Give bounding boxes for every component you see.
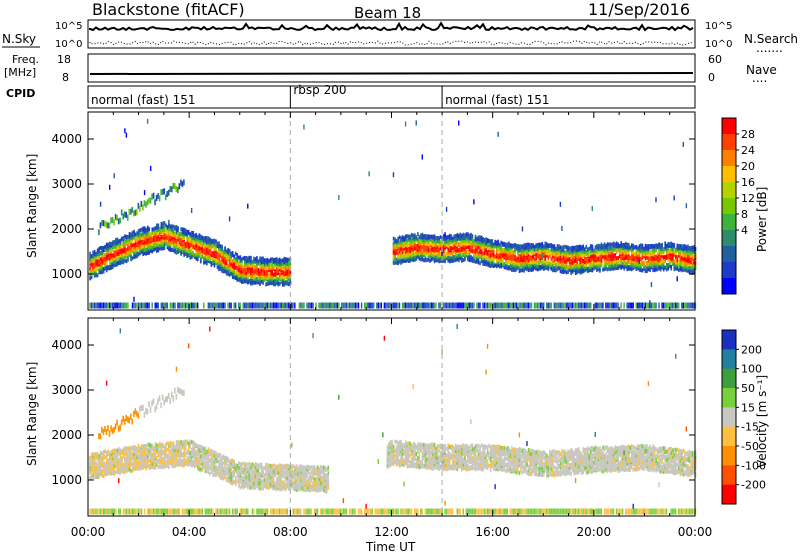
noise-top-tick: 10^5 [55, 21, 82, 32]
svg-text:....: .... [752, 71, 767, 85]
colorbar-tick-label: 50 [741, 382, 755, 395]
y-tick-label: 3000 [51, 383, 82, 397]
nave-bottom-tick: 0 [708, 71, 715, 84]
y-tick-label: 4000 [51, 338, 82, 352]
x-tick-label: 00:00 [71, 525, 106, 539]
colorbar-swatch [722, 330, 736, 350]
cpid-panel: normal (fast) 151 rbsp 200 normal (fast) 1… [87, 83, 696, 109]
colorbar-tick-label: 8 [741, 208, 748, 221]
colorbar-swatch [722, 278, 736, 295]
nsky-label: N.Sky [2, 32, 36, 46]
x-tick-label: 20:00 [577, 525, 612, 539]
colorbar-tick-label: -200 [741, 479, 766, 492]
colorbar-swatch [722, 407, 736, 428]
colorbar-tick-label: 200 [741, 343, 762, 356]
x-axis-label: Time UT [365, 540, 416, 554]
colorbar-swatch [722, 465, 736, 486]
y-tick-label: 4000 [51, 132, 82, 146]
colorbar-swatch [722, 426, 736, 447]
nsearch-label: N.Search [744, 32, 798, 46]
station-title: Blackstone (fitACF) [92, 0, 245, 19]
x-tick-label: 04:00 [172, 525, 207, 539]
y-tick-label: 2000 [51, 428, 82, 442]
colorbar-tick-label: 16 [741, 176, 755, 189]
noise-panel: 10^5 10^0 10^5 10^0 [55, 19, 732, 50]
velocity-panel: 1000 2000 3000 4000 Slant Range [km] [25, 317, 697, 517]
colorbar-swatch [722, 446, 736, 466]
colorbar-swatch [722, 349, 736, 370]
velocity-colorbar: 200 100 50 15 -15 -50 -100 -200 [721, 329, 766, 505]
colorbar-tick-label: 4 [741, 224, 748, 237]
colorbar-tick-label: 24 [741, 144, 755, 157]
beam-title: Beam 18 [354, 4, 421, 22]
y-tick-label: 1000 [51, 473, 82, 487]
colorbar-tick-label: -15 [741, 421, 759, 434]
colorbar-swatch [722, 118, 736, 135]
x-tick-label: 00:00 [678, 525, 713, 539]
colorbar-swatch [722, 484, 736, 505]
velocity-colorbar-label: Velocity [m s⁻¹] [755, 375, 769, 468]
x-axis: 00:00 04:00 08:00 12:00 16:00 20:00 00:00 [71, 525, 713, 539]
cpid-segment-label: rbsp 200 [293, 83, 346, 97]
colorbar-swatch [722, 388, 736, 408]
colorbar-tick-label: 20 [741, 160, 755, 173]
colorbar-swatch [722, 214, 736, 231]
y-tick-label: 2000 [51, 222, 82, 236]
freq-label: Freq. [12, 53, 39, 66]
cpid-segment-label: normal (fast) 151 [91, 93, 195, 107]
nave-top-tick: 60 [708, 53, 722, 66]
nave-label: Nave [746, 63, 777, 77]
freq-panel: 18 8 60 0 [57, 53, 722, 84]
colorbar-swatch [722, 368, 736, 389]
colorbar-tick-label: -100 [741, 459, 766, 472]
colorbar-swatch [722, 182, 736, 199]
freq-unit-label: [MHz] [4, 66, 36, 79]
power-colorbar: 28 24 20 16 12 8 4 [721, 117, 755, 295]
colorbar-swatch [722, 150, 736, 167]
colorbar-tick-label: 15 [741, 401, 755, 414]
colorbar-swatch [722, 166, 736, 183]
date-title: 11/Sep/2016 [588, 0, 690, 19]
colorbar-swatch [722, 134, 736, 151]
colorbar-swatch [722, 262, 736, 279]
power-ylabel: Slant Range [km] [25, 154, 39, 258]
colorbar-swatch [722, 246, 736, 263]
y-tick-label: 1000 [51, 267, 82, 281]
x-tick-label: 12:00 [374, 525, 409, 539]
x-tick-label: 08:00 [273, 525, 308, 539]
noise-bottom-tick-right: 10^0 [705, 39, 732, 50]
svg-text:.......: ....... [756, 41, 783, 55]
colorbar-swatch [722, 198, 736, 215]
y-tick-label: 3000 [51, 177, 82, 191]
colorbar-tick-label: 12 [741, 192, 755, 205]
colorbar-tick-label: 28 [741, 128, 755, 141]
colorbar-swatch [722, 230, 736, 247]
power-panel: 1000 2000 3000 4000 Slant Range [km] [25, 111, 697, 311]
noise-top-tick-right: 10^5 [705, 21, 732, 32]
x-tick-label: 16:00 [475, 525, 510, 539]
colorbar-tick-label: 100 [741, 363, 762, 376]
cpid-label: CPID [6, 87, 35, 100]
freq-bottom-tick: 8 [62, 71, 69, 84]
power-colorbar-label: Power [dB] [755, 187, 769, 252]
colorbar-tick-label: -50 [741, 440, 759, 453]
noise-bottom-tick: 10^0 [55, 39, 82, 50]
freq-top-tick: 18 [57, 53, 71, 66]
velocity-ylabel: Slant Range [km] [25, 362, 39, 466]
cpid-segment-label: normal (fast) 151 [445, 93, 549, 107]
